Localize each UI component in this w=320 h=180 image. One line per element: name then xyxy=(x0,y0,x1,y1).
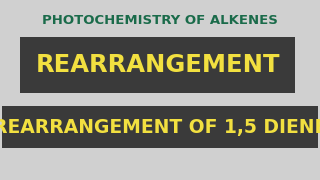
Text: PHOTOCHEMISTRY OF ALKENES: PHOTOCHEMISTRY OF ALKENES xyxy=(42,14,278,26)
FancyBboxPatch shape xyxy=(20,37,295,93)
Text: REARRANGEMENT OF 1,5 DIENE: REARRANGEMENT OF 1,5 DIENE xyxy=(0,118,320,136)
Text: REARRANGEMENT: REARRANGEMENT xyxy=(35,53,280,77)
FancyBboxPatch shape xyxy=(2,106,318,148)
